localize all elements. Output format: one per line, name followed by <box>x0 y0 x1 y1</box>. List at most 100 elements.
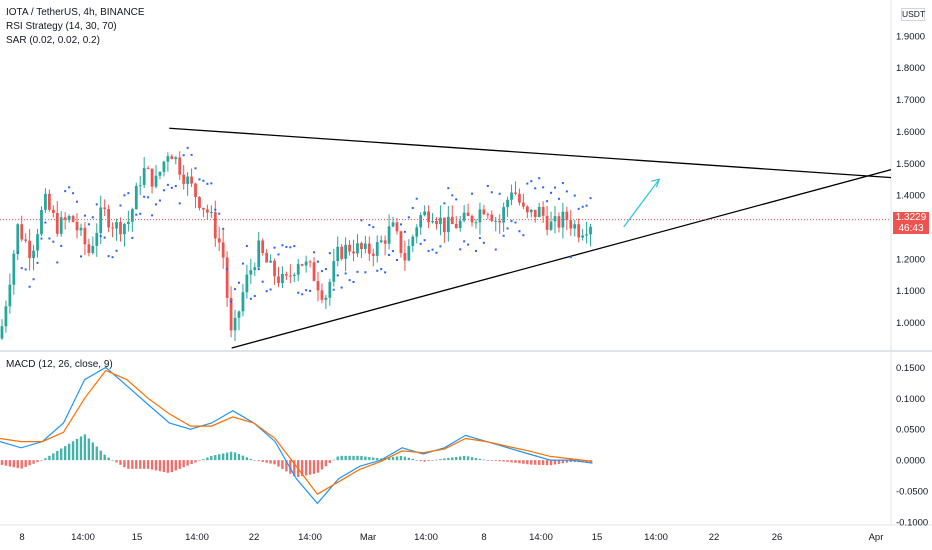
candle-body <box>336 246 340 262</box>
sar-dot <box>518 230 521 233</box>
macd-hist-bar <box>530 460 533 465</box>
sar-dot <box>277 253 280 256</box>
macd-hist-bar <box>545 460 549 466</box>
sar-dot <box>36 261 39 264</box>
sar-dot <box>56 261 59 264</box>
sar-dot <box>202 179 205 182</box>
trendline-lower[interactable] <box>231 169 892 349</box>
candle-body <box>561 211 565 228</box>
currency-label[interactable]: USDT <box>901 8 926 21</box>
sar-dot <box>289 246 292 249</box>
sar-indicator-label[interactable]: SAR (0.02, 0.02, 0.2) <box>6 35 100 46</box>
candle-body <box>237 311 241 318</box>
macd-hist-bar <box>186 460 189 466</box>
sar-dot <box>91 216 94 219</box>
macd-indicator-label[interactable]: MACD (12, 26, close, 9) <box>6 359 113 370</box>
macd-hist-bar <box>237 454 241 461</box>
sar-dot <box>95 203 98 206</box>
macd-hist-bar <box>83 434 87 461</box>
sar-dot <box>427 249 430 252</box>
macd-hist-bar <box>541 460 545 466</box>
sar-dot <box>127 192 130 195</box>
sar-dot <box>506 227 509 230</box>
signal-line <box>0 369 593 495</box>
sar-dot <box>589 197 592 200</box>
candle-body <box>44 193 47 210</box>
candle-body <box>261 240 265 254</box>
sar-dot <box>44 221 47 224</box>
sar-dot <box>352 281 355 284</box>
macd-hist-bar <box>95 446 98 461</box>
sar-dot <box>435 251 438 254</box>
candle-body <box>174 157 178 160</box>
sar-dot <box>273 246 276 249</box>
candle-body <box>308 261 312 263</box>
symbol-label[interactable]: IOTA / TetherUS, 4h, BINANCE <box>6 7 145 18</box>
macd-hist-bar <box>182 460 185 468</box>
sar-dot <box>226 268 229 271</box>
macd-axis[interactable]: 0.1500 0.1000 0.0500 0.0000 -0.0500 -0.1000 <box>896 363 928 529</box>
candle-body <box>154 175 158 187</box>
rsi-indicator-label[interactable]: RSI Strategy (14, 30, 70) <box>6 21 117 32</box>
macd-hist-bar <box>336 456 339 461</box>
time-tick-label: 14:00 <box>414 532 438 543</box>
candle-body <box>20 224 24 240</box>
candle-body <box>182 174 186 184</box>
sar-dot <box>237 281 240 284</box>
sar-dot <box>194 167 197 170</box>
candle-body <box>494 220 498 222</box>
sar-dot <box>577 207 580 210</box>
macd-tick-label: 0.1500 <box>896 363 925 374</box>
candle-body <box>470 215 474 223</box>
candle-body <box>213 212 217 239</box>
price-tick-label: 1.6000 <box>896 127 925 138</box>
sar-dot <box>174 185 177 188</box>
arrow-shaft <box>623 178 660 228</box>
macd-hist-bar <box>269 460 272 464</box>
macd-hist-bar <box>218 454 221 461</box>
macd-hist-bar <box>372 457 375 461</box>
sar-dot <box>550 191 553 194</box>
sar-dot <box>198 178 201 181</box>
sar-dot <box>313 251 316 254</box>
price-tick-label: 1.4000 <box>896 191 925 202</box>
candle-body <box>217 238 221 243</box>
sar-dot <box>510 220 513 223</box>
candle-body <box>478 209 482 223</box>
price-axis[interactable]: 1.90001.80001.70001.60001.50001.40001.30… <box>896 31 925 329</box>
macd-hist-bar <box>103 454 106 461</box>
macd-hist-bar <box>225 452 229 461</box>
macd-hist-bar <box>277 460 280 467</box>
candle-body <box>281 273 284 284</box>
sar-dot <box>166 183 169 186</box>
sar-dot <box>24 268 27 271</box>
macd-hist-bar <box>391 456 395 461</box>
time-tick-label: 14:00 <box>298 532 322 543</box>
macd-hist-bar <box>249 458 253 461</box>
sar-dot <box>486 185 489 188</box>
bar-countdown: 46:43 <box>898 222 924 234</box>
macd-hist-bar <box>107 457 110 461</box>
macd-legend: MACD (12, 26, close, 9) <box>6 358 113 372</box>
sar-dot <box>139 212 142 215</box>
macd-hist-bar <box>498 460 501 462</box>
sar-dot <box>585 204 588 207</box>
sar-dot <box>230 300 233 303</box>
candle-body <box>253 267 257 271</box>
candles-group[interactable] <box>0 151 592 341</box>
projection-arrow[interactable] <box>623 178 661 228</box>
trendline-upper[interactable] <box>169 127 892 179</box>
sar-dot <box>467 243 470 246</box>
macd-hist-bar <box>352 455 355 461</box>
candle-body <box>249 270 253 275</box>
time-tick-label: Mar <box>360 532 376 543</box>
time-axis[interactable]: 8 14:00 15 14:00 22 14:00 Mar 14:00 8 14:00 15 14:0… <box>19 532 883 543</box>
sar-dot <box>380 268 383 271</box>
macd-hist-bar <box>312 460 316 474</box>
candle-body <box>83 227 87 245</box>
macd-hist-bar <box>221 453 225 461</box>
candle-body <box>522 202 525 207</box>
candle-body <box>344 244 348 259</box>
macd-hist-bar <box>127 460 130 469</box>
